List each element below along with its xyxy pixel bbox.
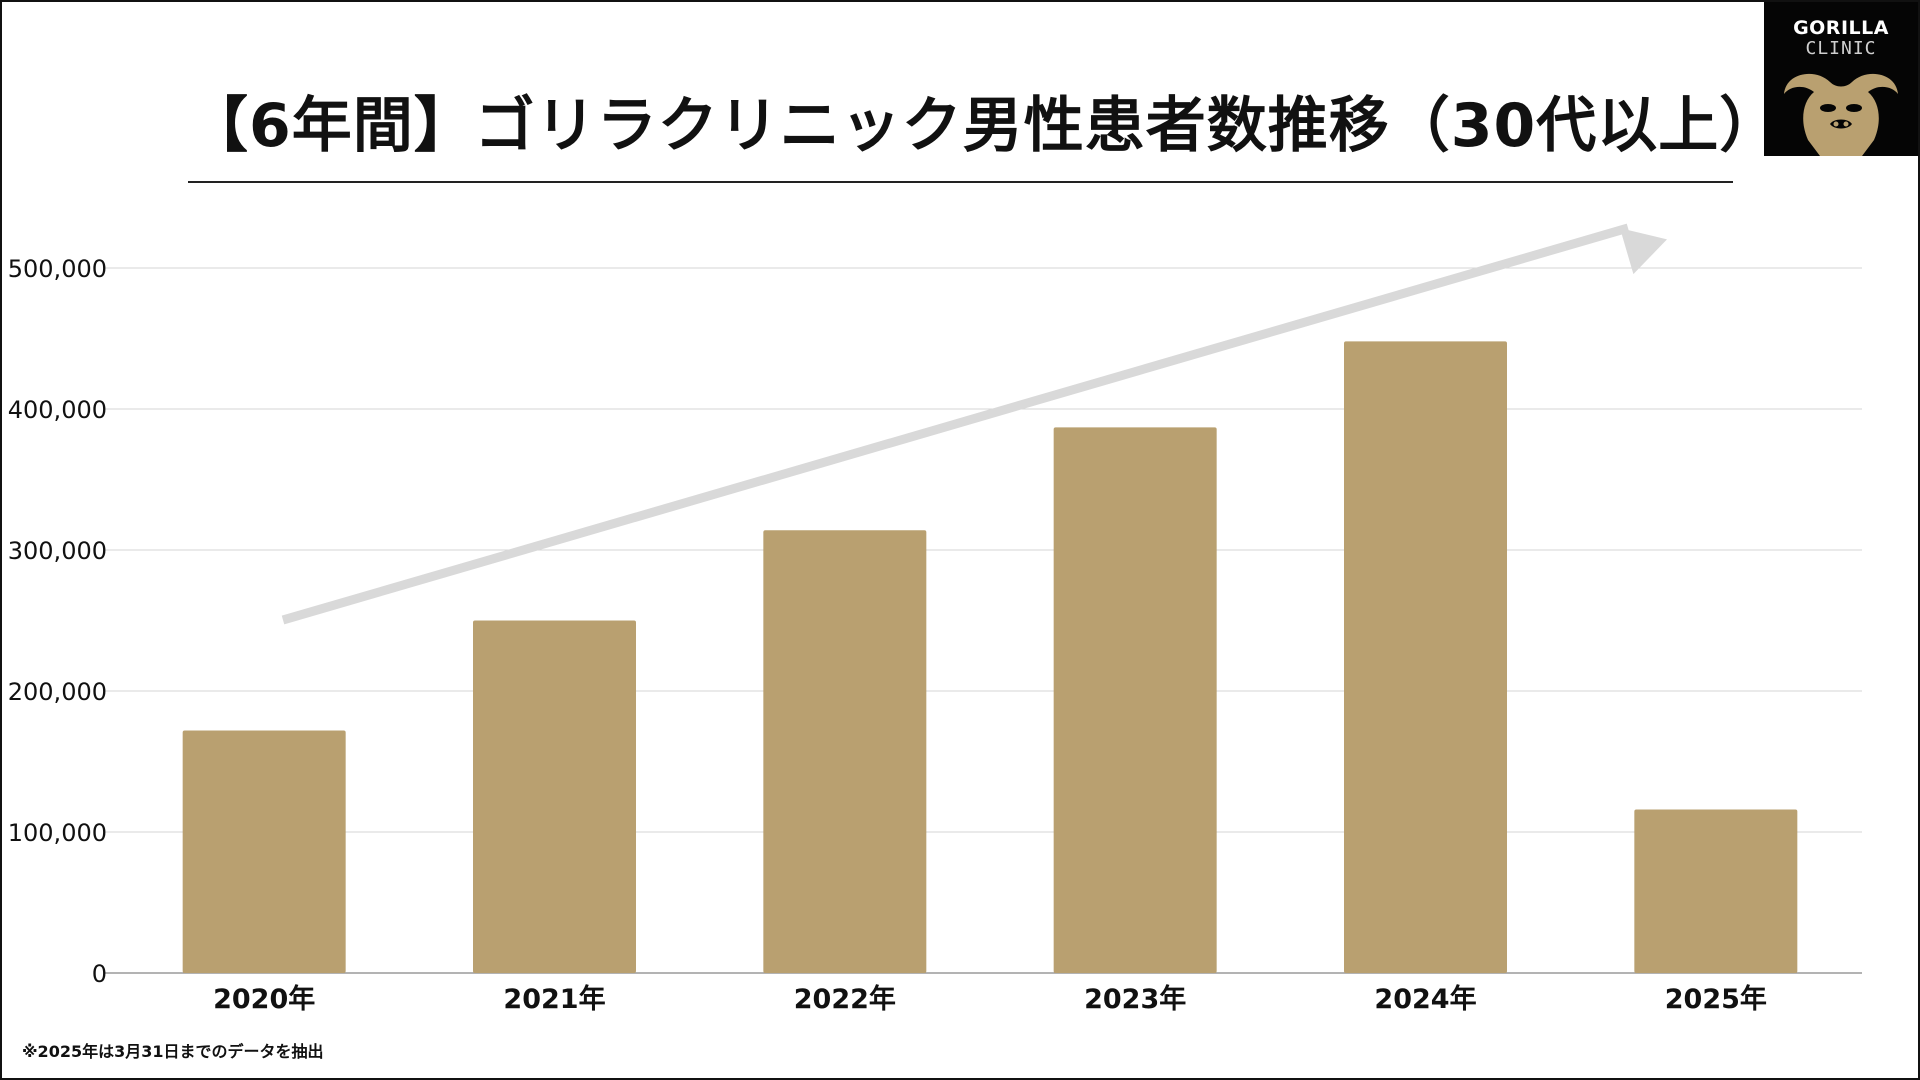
y-tick-label: 300,000 — [8, 537, 107, 565]
bar — [183, 730, 346, 973]
x-tick-label: 2020年 — [213, 983, 315, 1015]
x-tick-label: 2022年 — [794, 983, 896, 1015]
x-tick-label: 2021年 — [503, 983, 605, 1015]
y-tick-label: 0 — [92, 960, 107, 988]
y-tick-label: 200,000 — [8, 678, 107, 706]
x-tick-label: 2024年 — [1374, 983, 1476, 1015]
y-tick-label: 100,000 — [8, 819, 107, 847]
bar — [1634, 809, 1797, 973]
y-tick-label: 500,000 — [8, 255, 107, 283]
x-tick-label: 2023年 — [1084, 983, 1186, 1015]
bar — [473, 621, 636, 974]
bar — [763, 530, 926, 973]
x-tick-label: 2025年 — [1665, 983, 1767, 1015]
bar — [1344, 341, 1507, 973]
footnote: ※2025年は3月31日までのデータを抽出 — [22, 1038, 324, 1062]
y-tick-label: 400,000 — [8, 396, 107, 424]
bar — [1054, 427, 1217, 973]
trend-arrow-head — [1620, 228, 1667, 274]
